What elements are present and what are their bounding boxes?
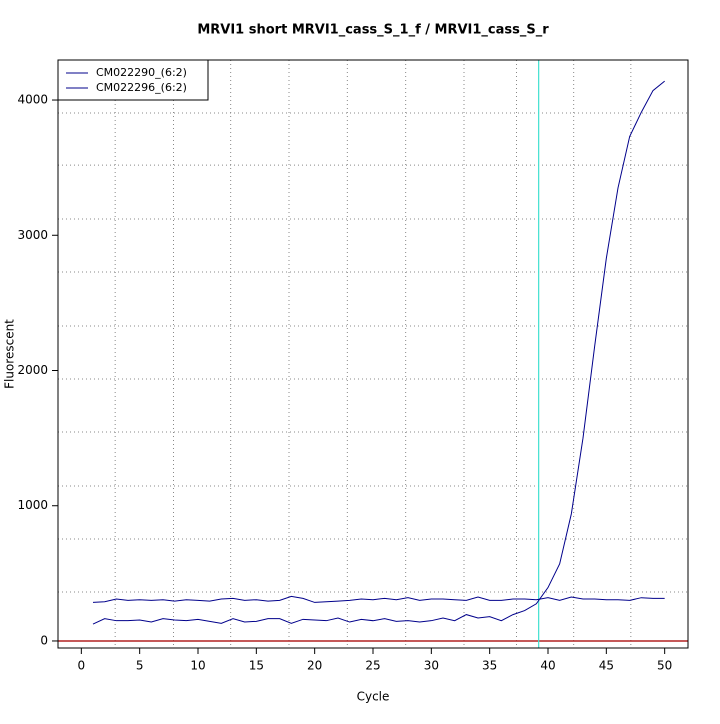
y-axis-label: Fluorescent xyxy=(3,319,17,389)
y-tick-label: 0 xyxy=(40,633,48,647)
x-tick-label: 45 xyxy=(599,659,614,673)
legend-box xyxy=(57,59,209,101)
series-line xyxy=(92,80,665,625)
x-axis-label: Cycle xyxy=(357,690,390,704)
x-tick-label: 0 xyxy=(78,659,86,673)
series-line xyxy=(92,595,665,603)
plot-frame xyxy=(57,59,689,649)
y-tick-label: 1000 xyxy=(17,498,48,512)
x-tick-label: 20 xyxy=(307,659,322,673)
x-tick-label: 5 xyxy=(136,659,144,673)
x-tick-label: 30 xyxy=(424,659,439,673)
legend-label: CM022290_(6:2) xyxy=(96,66,187,79)
x-tick-label: 10 xyxy=(190,659,205,673)
y-tick-label: 2000 xyxy=(17,363,48,377)
x-tick-label: 35 xyxy=(482,659,497,673)
chart-title: MRVI1 short MRVI1_cass_S_1_f / MRVI1_cas… xyxy=(197,23,549,38)
x-tick-label: 25 xyxy=(365,659,380,673)
legend-label: CM022296_(6:2) xyxy=(96,81,187,94)
x-tick-label: 40 xyxy=(540,659,555,673)
y-tick-label: 4000 xyxy=(17,93,48,107)
x-tick-label: 15 xyxy=(249,659,264,673)
x-tick-label: 50 xyxy=(657,659,672,673)
y-tick-label: 3000 xyxy=(17,228,48,242)
